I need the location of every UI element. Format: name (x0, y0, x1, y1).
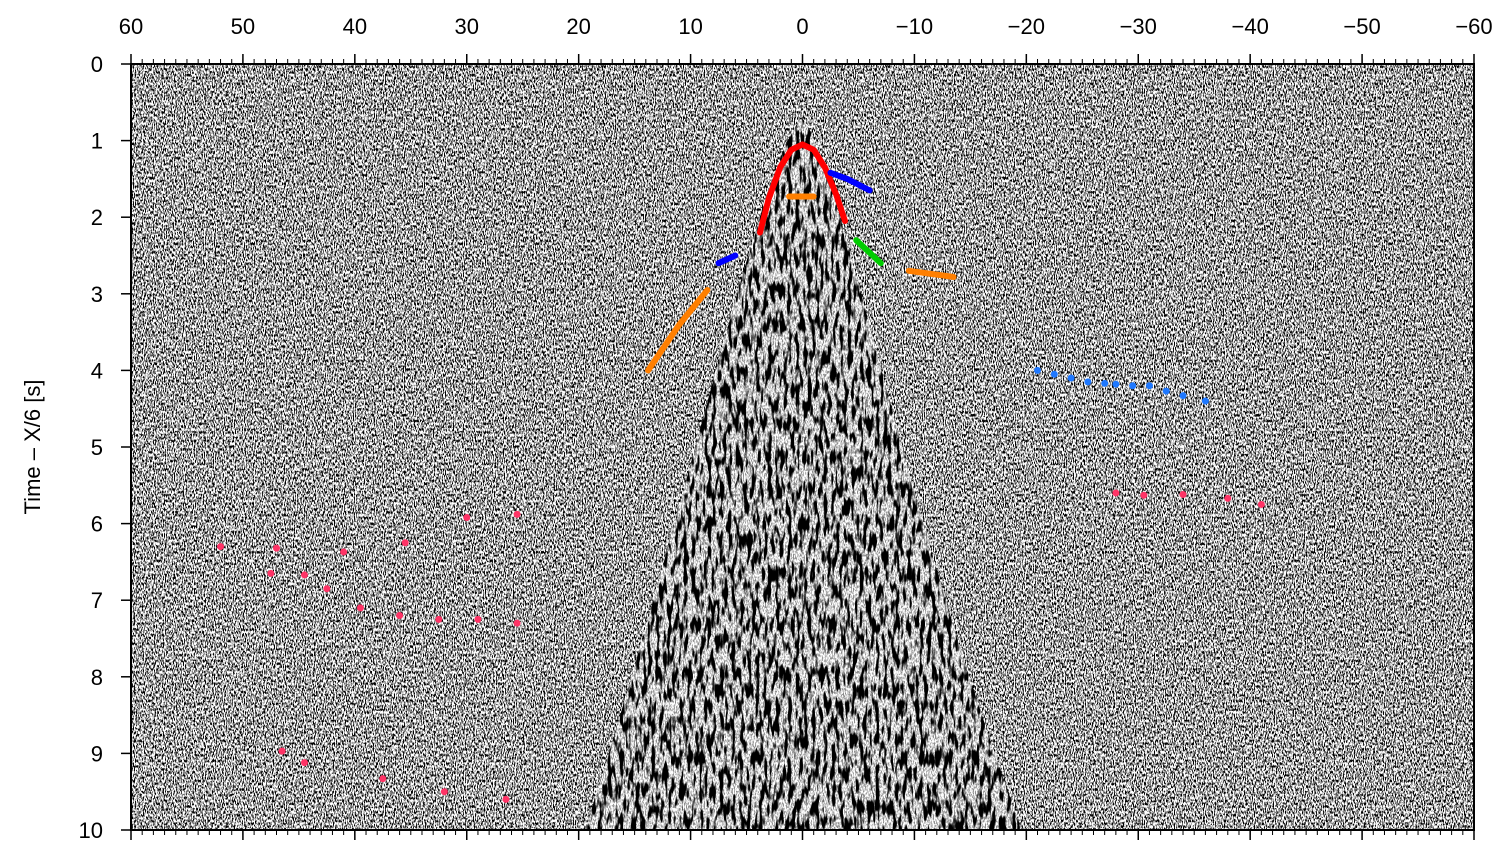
pick-point (1050, 370, 1058, 378)
pick-point (272, 544, 280, 552)
pick-point (1129, 382, 1137, 390)
pick-point (401, 539, 409, 547)
seismic-image (130, 63, 1475, 831)
pick-point (340, 548, 348, 556)
pick-point (1179, 490, 1187, 498)
pick-point (217, 543, 225, 551)
y-tick-label: 3 (91, 282, 103, 307)
pick-point (1067, 374, 1075, 382)
pick-point (1201, 397, 1209, 405)
pick-line (715, 252, 739, 267)
y-tick-label: 5 (91, 435, 103, 460)
y-tick-label: 1 (91, 129, 103, 154)
pick-point (513, 619, 521, 627)
y-axis-label: Time – X/6 [s] (20, 380, 45, 515)
x-tick-label: −30 (1120, 14, 1157, 39)
x-tick-label: −60 (1455, 14, 1492, 39)
pick-point (435, 615, 443, 623)
x-tick-label: −10 (896, 14, 933, 39)
pick-point (323, 585, 331, 593)
pick-point (278, 747, 286, 755)
y-tick-label: 8 (91, 665, 103, 690)
x-tick-label: 20 (566, 14, 590, 39)
pick-point (1112, 380, 1120, 388)
pick-point (300, 759, 308, 767)
pick-point (1179, 392, 1187, 400)
pick-line (756, 141, 849, 236)
x-tick-label: 40 (343, 14, 367, 39)
y-tick-label: 2 (91, 205, 103, 230)
x-tick-label: 10 (678, 14, 702, 39)
pick-point (300, 571, 308, 579)
pick-point (1145, 382, 1153, 390)
pick-point (474, 615, 482, 623)
pick-line (853, 237, 884, 267)
y-tick-label: 7 (91, 588, 103, 613)
x-tick-label: −50 (1343, 14, 1380, 39)
x-tick-label: −40 (1232, 14, 1269, 39)
pick-point (502, 795, 510, 803)
x-tick-label: −20 (1008, 14, 1045, 39)
pick-point (1224, 494, 1232, 502)
pick-point (1112, 489, 1120, 497)
pick-point (1034, 366, 1042, 374)
x-tick-label: 30 (455, 14, 479, 39)
pick-line (827, 169, 873, 194)
pick-point (356, 604, 364, 612)
x-tick-label: 60 (119, 14, 143, 39)
y-tick-label: 6 (91, 512, 103, 537)
pick-point (1140, 491, 1148, 499)
y-tick-label: 4 (91, 358, 103, 383)
pick-point (267, 569, 275, 577)
pick-point (1084, 378, 1092, 386)
x-tick-label: 0 (796, 14, 808, 39)
y-tick-label: 10 (79, 818, 103, 843)
pick-point (396, 612, 404, 620)
pick-point (379, 775, 387, 783)
pick-line (645, 286, 711, 374)
pick-line (905, 267, 957, 280)
pick-point (463, 513, 471, 521)
pick-point (513, 510, 521, 518)
y-tick-label: 0 (91, 52, 103, 77)
x-tick-label: 50 (231, 14, 255, 39)
pick-point (1162, 387, 1170, 395)
pick-point (1257, 500, 1265, 508)
pick-point (440, 788, 448, 796)
y-tick-label: 9 (91, 741, 103, 766)
pick-point (1101, 379, 1109, 387)
